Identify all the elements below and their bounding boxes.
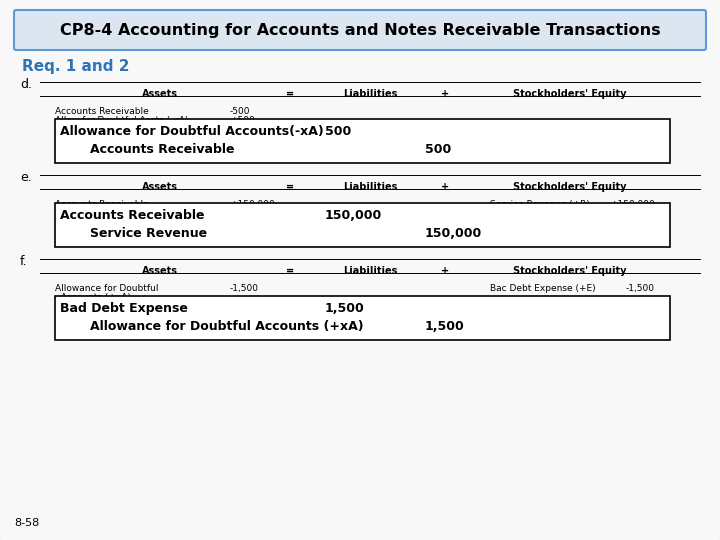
Text: =: = — [286, 266, 294, 276]
Text: 500: 500 — [325, 125, 351, 138]
Text: Assets: Assets — [142, 182, 178, 192]
Text: 1,500: 1,500 — [425, 320, 464, 333]
Bar — [55, 203, 670, 247]
Text: Stockholders' Equity: Stockholders' Equity — [513, 89, 626, 99]
FancyBboxPatch shape — [14, 10, 706, 50]
Text: Req. 1 and 2: Req. 1 and 2 — [22, 59, 130, 74]
Text: Service Revenue: Service Revenue — [90, 227, 207, 240]
Text: Liabilities: Liabilities — [343, 266, 397, 276]
Text: 150,000: 150,000 — [325, 209, 382, 222]
Text: +500: +500 — [230, 116, 255, 125]
Text: Stockholders' Equity: Stockholders' Equity — [513, 182, 626, 192]
Bar — [55, 296, 670, 340]
Text: f.: f. — [20, 255, 27, 268]
Text: -1,500: -1,500 — [230, 284, 259, 293]
Text: +150,000: +150,000 — [230, 200, 275, 209]
Text: Allowance for Doubtful Accounts (+xA): Allowance for Doubtful Accounts (+xA) — [90, 320, 364, 333]
Text: Allow for Doubtful Accts (-xA): Allow for Doubtful Accts (-xA) — [55, 116, 189, 125]
Text: 8-58: 8-58 — [14, 518, 40, 528]
Text: Service Revenue (+R): Service Revenue (+R) — [490, 200, 590, 209]
Text: +: + — [441, 266, 449, 276]
Text: e.: e. — [20, 171, 32, 184]
Text: Bad Debt Expense: Bad Debt Expense — [60, 302, 188, 315]
Text: +: + — [441, 182, 449, 192]
Text: CP8-4 Accounting for Accounts and Notes Receivable Transactions: CP8-4 Accounting for Accounts and Notes … — [60, 23, 660, 37]
Text: Assets: Assets — [142, 266, 178, 276]
Text: =: = — [286, 182, 294, 192]
Text: 1,500: 1,500 — [325, 302, 365, 315]
Text: +150,000: +150,000 — [611, 200, 655, 209]
Text: Allowance for Doubtful: Allowance for Doubtful — [55, 284, 158, 293]
Text: =: = — [286, 89, 294, 99]
Text: Accounts Receivable: Accounts Receivable — [90, 143, 235, 156]
Bar — [55, 119, 670, 163]
Text: 150,000: 150,000 — [425, 227, 482, 240]
Text: +: + — [441, 89, 449, 99]
Text: Allowance for Doubtful Accounts(-xA): Allowance for Doubtful Accounts(-xA) — [60, 125, 324, 138]
Text: 500: 500 — [425, 143, 451, 156]
Text: Accounts (+xA): Accounts (+xA) — [55, 293, 131, 302]
Text: Assets: Assets — [142, 89, 178, 99]
Text: Accounts Receivable: Accounts Receivable — [55, 107, 149, 116]
Text: Bac Debt Expense (+E): Bac Debt Expense (+E) — [490, 284, 595, 293]
Text: Stockholders' Equity: Stockholders' Equity — [513, 266, 626, 276]
Text: Accounts Receivable: Accounts Receivable — [55, 200, 149, 209]
Text: -1,500: -1,500 — [626, 284, 655, 293]
Text: Liabilities: Liabilities — [343, 182, 397, 192]
Text: Accounts Receivable: Accounts Receivable — [60, 209, 204, 222]
Text: d.: d. — [20, 78, 32, 91]
Text: -500: -500 — [230, 107, 251, 116]
Text: Liabilities: Liabilities — [343, 89, 397, 99]
